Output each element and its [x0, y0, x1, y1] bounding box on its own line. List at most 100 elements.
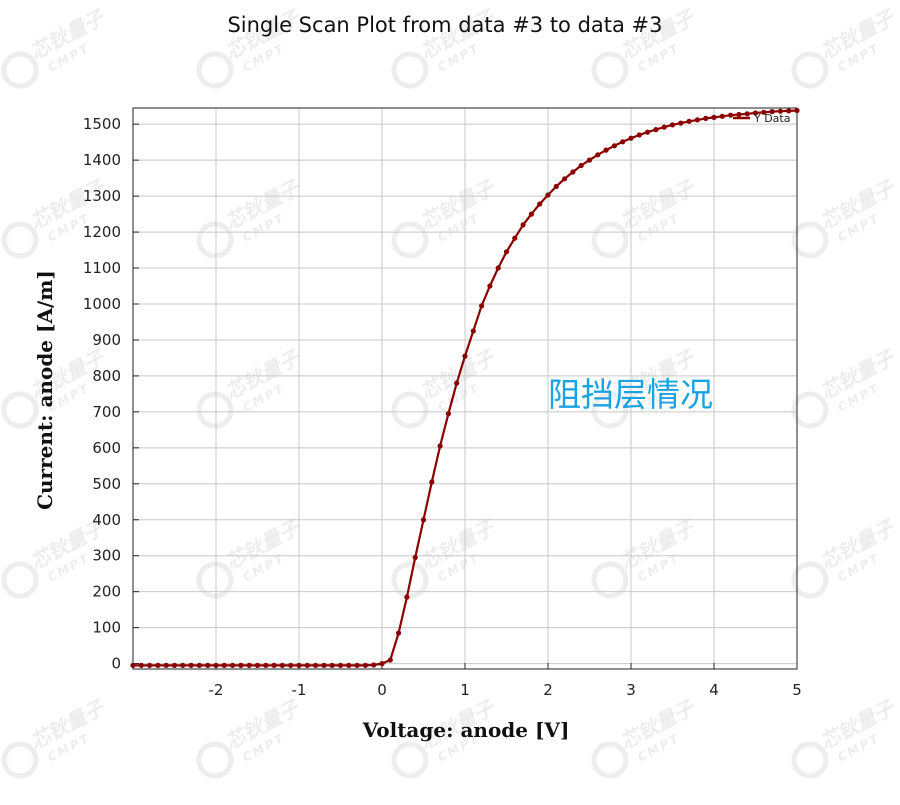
y-tick-label: 800	[92, 367, 121, 385]
data-point	[271, 662, 277, 669]
data-point	[503, 249, 510, 255]
data-point	[362, 662, 368, 669]
x-tick-label: 4	[709, 681, 719, 699]
x-axis-label: Voltage: anode [V]	[362, 718, 570, 742]
data-point	[263, 662, 269, 669]
y-tick-label: 1000	[83, 295, 121, 313]
data-point	[736, 111, 742, 118]
data-point	[163, 662, 169, 669]
x-tick-label: 2	[543, 681, 553, 699]
annotation-text: 阻挡层情况	[548, 375, 713, 414]
data-point	[462, 353, 468, 359]
y-tick-label: 500	[92, 475, 121, 493]
data-point	[520, 222, 526, 228]
data-point	[412, 554, 418, 561]
data-point	[321, 662, 327, 669]
data-point	[528, 211, 535, 217]
x-tick-label: 1	[460, 681, 470, 699]
x-tick-label: 3	[626, 681, 636, 699]
data-point	[661, 124, 667, 130]
data-point	[470, 328, 476, 334]
data-point	[703, 115, 709, 121]
data-point	[429, 479, 435, 485]
data-point	[346, 662, 352, 669]
data-point	[238, 662, 244, 669]
data-point	[794, 107, 800, 114]
x-tick-label: -2	[209, 681, 224, 699]
chart-title: Single Scan Plot from data #3 to data #3	[227, 13, 662, 37]
data-point	[437, 443, 443, 449]
data-point	[487, 283, 493, 289]
data-point	[562, 176, 568, 182]
y-tick-label: 0	[111, 655, 121, 673]
data-point	[404, 594, 410, 600]
x-tick-label: 0	[377, 681, 387, 699]
y-tick-label: 900	[92, 331, 121, 349]
data-point	[138, 662, 144, 669]
y-tick-label: 1500	[83, 115, 121, 133]
data-point	[354, 662, 360, 669]
data-point	[653, 127, 659, 133]
data-point	[371, 662, 377, 668]
data-point	[454, 380, 460, 386]
data-point	[769, 109, 775, 115]
data-point	[694, 117, 701, 123]
legend: Y Data	[733, 112, 790, 125]
data-point	[479, 303, 485, 309]
x-axis-ticks: -2 -1 0 1 2 3 4 5	[209, 663, 802, 699]
data-point	[155, 662, 161, 669]
data-point	[786, 108, 792, 114]
grid-lines	[133, 108, 797, 669]
data-point	[512, 235, 518, 241]
y-tick-label: 1200	[83, 223, 121, 241]
y-tick-label: 1100	[83, 259, 121, 277]
data-point	[711, 114, 717, 120]
data-point	[396, 630, 402, 636]
data-point	[387, 657, 393, 663]
data-point	[645, 129, 651, 135]
data-point	[595, 152, 601, 158]
y-tick-label: 100	[92, 619, 121, 637]
data-point	[686, 118, 692, 124]
x-tick-label: 5	[792, 681, 802, 699]
data-point	[230, 662, 236, 669]
y-axis-ticks: 0 100 200 300 400 500 600 700 800 900 1000 1100 1200…	[83, 115, 139, 673]
data-point	[420, 517, 427, 523]
data-point	[288, 662, 294, 669]
data-point	[188, 662, 194, 669]
data-point	[196, 662, 202, 669]
data-point	[678, 120, 684, 126]
data-point	[495, 265, 501, 271]
data-point	[611, 143, 618, 149]
data-point	[752, 110, 759, 116]
data-point	[337, 662, 344, 669]
data-point	[719, 113, 725, 119]
data-point	[147, 662, 153, 669]
data-point	[628, 135, 634, 141]
y-tick-label: 700	[92, 403, 121, 421]
data-point	[296, 662, 302, 669]
y-tick-label: 600	[92, 439, 121, 457]
data-point	[445, 411, 451, 417]
y-tick-label: 200	[92, 583, 121, 601]
data-point	[130, 662, 136, 669]
data-point	[545, 192, 551, 198]
y-tick-label: 1300	[83, 187, 121, 205]
legend-label: Y Data	[753, 112, 790, 125]
data-point	[777, 108, 784, 114]
y-tick-label: 400	[92, 511, 121, 529]
data-point	[279, 662, 285, 669]
data-point	[586, 157, 593, 163]
